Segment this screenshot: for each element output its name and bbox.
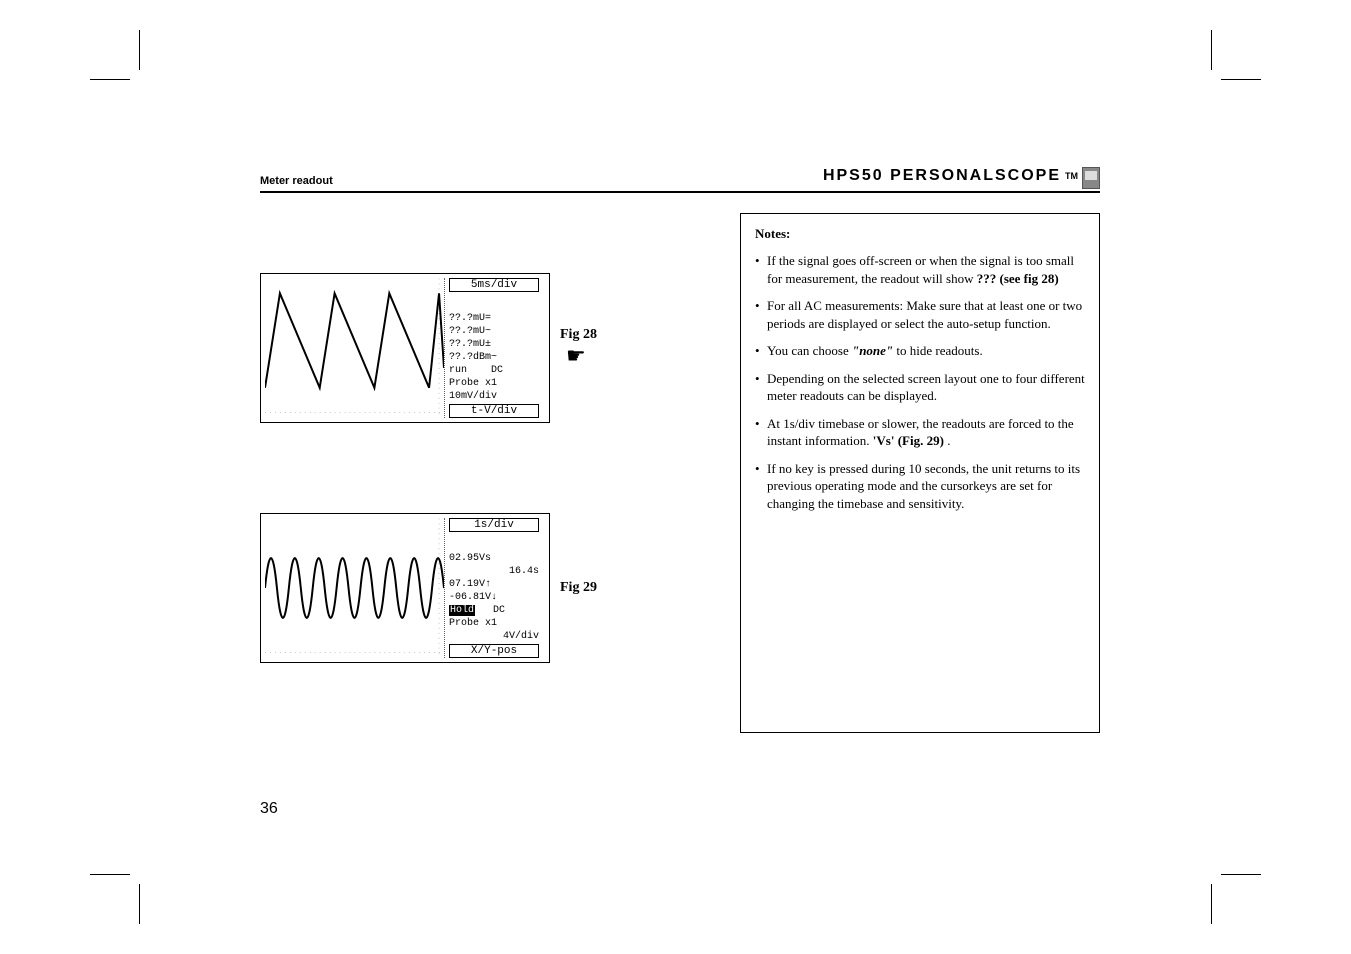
readout-28-3: ??.?dBm~ (449, 352, 539, 363)
scope-waveform-29 (265, 518, 445, 658)
sensitivity-28: 10mV/div (449, 391, 539, 402)
notes-list: If the signal goes off-screen or when th… (755, 252, 1085, 513)
readout-29-2: 07.19V↑ (449, 579, 539, 590)
readout-28-1: ??.?mU~ (449, 326, 539, 337)
scope-display-28: 5ms/div ??.?mU= ??.?mU~ ??.?mU± ??.?dBm~… (260, 273, 550, 423)
timebase-28: 5ms/div (449, 278, 539, 292)
status-28: run DC (449, 365, 539, 376)
fig28-label-wrap: Fig 28 ☚ (560, 327, 597, 369)
bottom-box-29: X/Y-pos (449, 644, 539, 658)
scope-readout-28: 5ms/div ??.?mU= ??.?mU~ ??.?mU± ??.?dBm~… (449, 278, 539, 418)
brand-logo-icon (1082, 167, 1100, 189)
readout-29-3: -06.81V↓ (449, 592, 539, 603)
figure-label-28: Fig 28 (560, 327, 597, 343)
notes-item: You can choose "none" to hide readouts. (755, 342, 1085, 360)
probe-28: Probe x1 (449, 378, 539, 389)
page-content: Meter readout HPS50 PersonalScope TM (260, 165, 1100, 733)
notes-title: Notes: (755, 226, 1085, 242)
readout-29-0: 02.95Vs (449, 553, 539, 564)
page-number: 36 (260, 800, 278, 818)
page-header: Meter readout HPS50 PersonalScope TM (260, 165, 1100, 193)
header-brand: HPS50 PersonalScope TM (823, 165, 1100, 187)
brand-text: HPS50 PersonalScope (823, 167, 1061, 185)
readout-29-1: 16.4s (449, 566, 539, 577)
figure-29: 1s/div 02.95Vs 16.4s 07.19V↑ -06.81V↓ Ho… (260, 513, 700, 663)
scope-readout-29: 1s/div 02.95Vs 16.4s 07.19V↑ -06.81V↓ Ho… (449, 518, 539, 658)
scope-waveform-28 (265, 278, 445, 418)
brand-tm: TM (1065, 171, 1078, 181)
notes-item: Depending on the selected screen layout … (755, 370, 1085, 405)
notes-item: If no key is pressed during 10 seconds, … (755, 460, 1085, 513)
scope-display-29: 1s/div 02.95Vs 16.4s 07.19V↑ -06.81V↓ Ho… (260, 513, 550, 663)
content-row: 5ms/div ??.?mU= ??.?mU~ ??.?mU± ??.?dBm~… (260, 213, 1100, 733)
notes-item: For all AC measurements: Make sure that … (755, 297, 1085, 332)
notes-box: Notes: If the signal goes off-screen or … (740, 213, 1100, 733)
waveform-svg-29 (265, 518, 444, 658)
wave-path-28 (265, 293, 444, 387)
figures-column: 5ms/div ??.?mU= ??.?mU~ ??.?mU± ??.?dBm~… (260, 213, 700, 733)
readout-28-2: ??.?mU± (449, 339, 539, 350)
header-section-title: Meter readout (260, 175, 333, 187)
waveform-svg-28 (265, 278, 444, 418)
pointer-hand-icon: ☚ (566, 343, 586, 369)
notes-item: If the signal goes off-screen or when th… (755, 252, 1085, 287)
wave-path-29 (265, 558, 444, 618)
notes-item: At 1s/div timebase or slower, the readou… (755, 415, 1085, 450)
sensitivity-29: 4V/div (449, 631, 539, 642)
figure-label-29: Fig 29 (560, 580, 597, 596)
bottom-box-28: t-V/div (449, 404, 539, 418)
notes-column: Notes: If the signal goes off-screen or … (740, 213, 1100, 733)
figure-28: 5ms/div ??.?mU= ??.?mU~ ??.?mU± ??.?dBm~… (260, 273, 700, 423)
probe-29: Probe x1 (449, 618, 539, 629)
readout-28-0: ??.?mU= (449, 313, 539, 324)
timebase-29: 1s/div (449, 518, 539, 532)
status-29: Hold DC (449, 605, 539, 616)
